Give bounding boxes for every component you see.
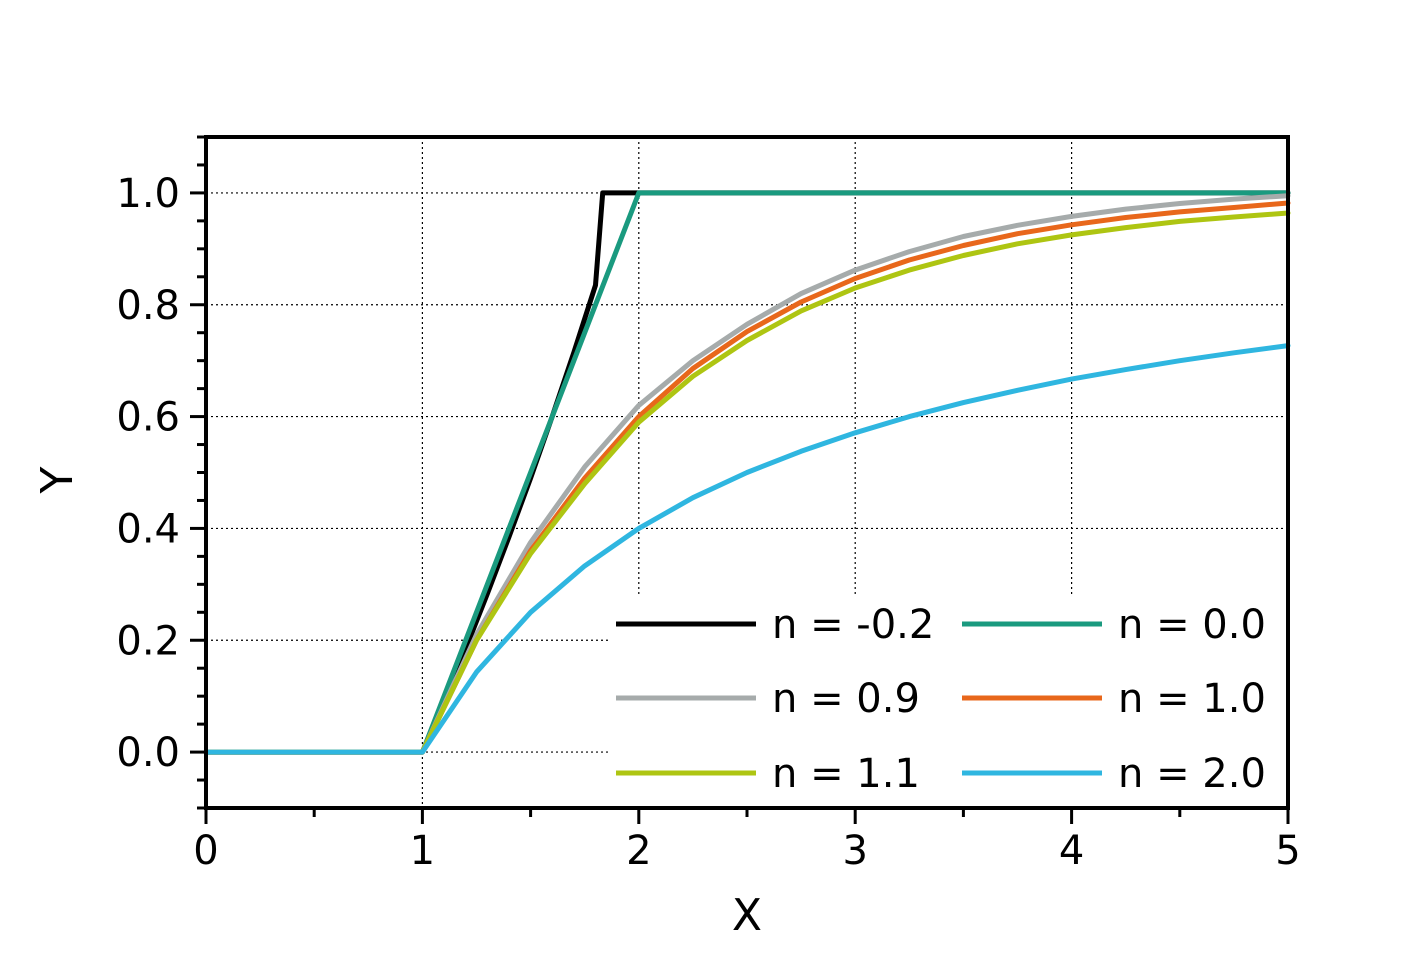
series-line: [203, 210, 1291, 755]
legend: n = -0.2 n = 0.0 n = 0.9 n = 1.0 n = 1.1 n = …: [616, 602, 1266, 797]
series-line: [203, 193, 1291, 755]
x-tick-label: 2: [626, 828, 651, 874]
y-tick-label: 0.4: [116, 506, 180, 552]
x-axis-label: X: [732, 890, 762, 941]
y-tick-label: 1.0: [116, 171, 180, 217]
y-axis-label: Y: [32, 466, 83, 494]
y-tick-label: 0.2: [116, 618, 180, 664]
y-tick-label: 0.8: [116, 283, 180, 329]
x-tick-label: 3: [842, 828, 867, 874]
legend-label: n = 2.0: [1118, 751, 1266, 797]
axis-ticks: [190, 135, 1290, 824]
x-tick-label: 4: [1059, 828, 1084, 874]
legend-label: n = 0.0: [1118, 602, 1266, 648]
legend-label: n = -0.2: [772, 602, 934, 648]
legend-label: n = 0.9: [772, 676, 920, 722]
series-lines: [203, 190, 1291, 755]
legend-label: n = 1.1: [772, 751, 920, 797]
x-tick-label: 0: [193, 828, 218, 874]
y-tick-label: 0.0: [116, 730, 180, 776]
legend-label: n = 1.0: [1118, 676, 1266, 722]
y-tick-label: 0.6: [116, 395, 180, 441]
series-line: [203, 343, 1291, 755]
tick-labels: 0 1 2 3 4 5 0.0 0.2 0.4 0.6 0.8 1.0: [116, 171, 1300, 874]
x-tick-label: 1: [410, 828, 435, 874]
x-tick-label: 5: [1275, 828, 1300, 874]
